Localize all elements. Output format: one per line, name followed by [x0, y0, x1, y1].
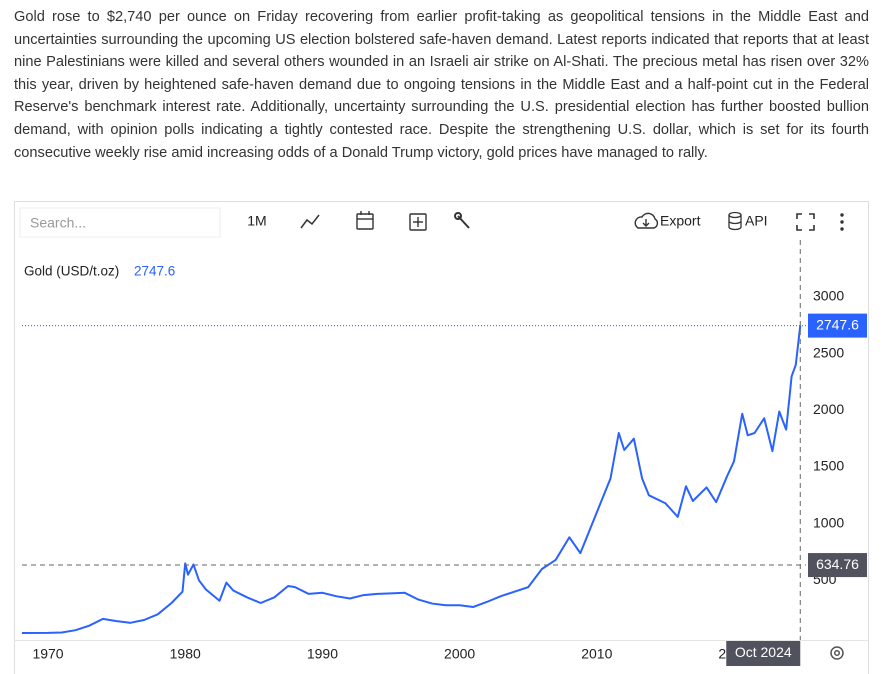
x-tick-label: 2000: [444, 646, 475, 662]
crosshair-x-label: Oct 2024: [735, 644, 792, 660]
crosshair-y-tag: [808, 553, 867, 578]
more-icon[interactable]: [840, 213, 844, 231]
x-tick-label: 2010: [581, 646, 612, 662]
legend-series-name: Gold (USD/t.oz): [24, 264, 119, 279]
settings-wrench-icon[interactable]: [454, 212, 470, 229]
search-box[interactable]: [19, 207, 221, 238]
y-tick-label: 1000: [813, 514, 844, 530]
calendar-icon[interactable]: [356, 211, 374, 230]
search-placeholder: Search...: [30, 215, 86, 231]
y-tick-label: 3000: [813, 288, 844, 304]
y-tick-label: 1500: [813, 458, 844, 474]
last-value-label: 2747.6: [816, 316, 859, 332]
interval-button[interactable]: 1M: [247, 213, 266, 229]
legend-last-value: 2747.6: [134, 264, 175, 279]
chart-frame: [14, 201, 869, 674]
last-value-tag: [808, 313, 867, 338]
api-button[interactable]: API: [745, 213, 768, 229]
chart-type-icon[interactable]: [300, 214, 320, 229]
crosshair-y-label: 634.76: [816, 556, 859, 572]
article-text: Gold rose to $2,740 per ounce on Friday …: [14, 9, 869, 161]
export-icon[interactable]: [634, 212, 659, 229]
x-tick-label: 1990: [307, 646, 338, 662]
api-icon[interactable]: [728, 211, 742, 231]
chart-settings-icon[interactable]: [830, 646, 844, 660]
y-tick-label: 2500: [813, 344, 844, 360]
price-line: [21, 325, 802, 635]
export-button[interactable]: Export: [660, 213, 701, 229]
add-indicator-icon[interactable]: [409, 213, 427, 231]
x-tick-label: 1980: [170, 646, 201, 662]
x-tick-label: 1970: [32, 646, 63, 662]
crosshair-x-tag: [726, 641, 801, 666]
fullscreen-icon[interactable]: [796, 213, 815, 231]
y-tick-label: 2000: [813, 401, 844, 417]
